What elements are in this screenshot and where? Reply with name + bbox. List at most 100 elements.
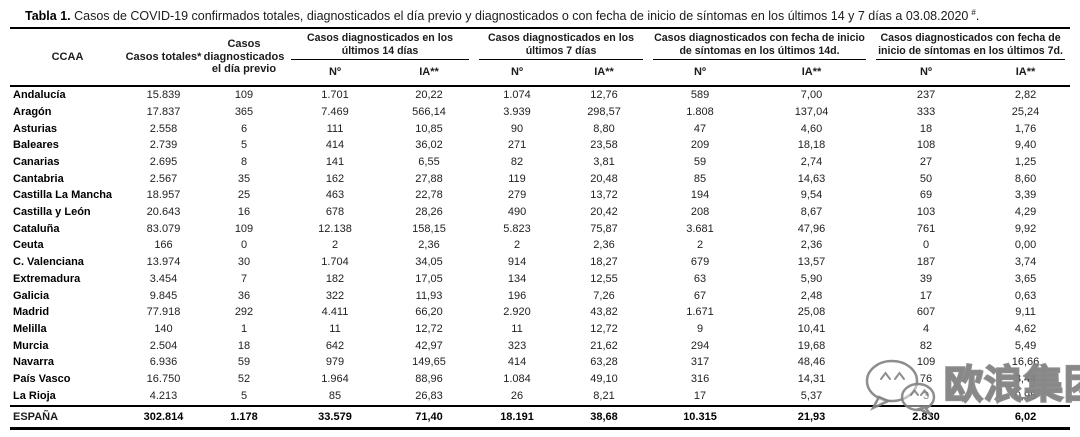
cell-value: 8: [240, 155, 248, 168]
cell-value: 18: [919, 122, 933, 135]
total-value: 302.814: [143, 410, 184, 423]
region-name: Asturias: [13, 122, 58, 135]
region-name: Ceuta: [13, 239, 44, 252]
cell-value: 67: [693, 289, 707, 302]
cell-value: 111: [326, 122, 344, 135]
cell-value: 8,67: [800, 206, 823, 219]
region-name: Canarias: [13, 155, 60, 168]
total-value: 33.579: [318, 410, 352, 423]
cell-value: 19,68: [797, 339, 826, 352]
subheader-n-7d: Nº: [511, 66, 523, 79]
cell-value: 5: [240, 139, 248, 152]
cell-value: 3: [922, 389, 930, 402]
cell-value: 2,36: [800, 239, 823, 252]
cell-value: 2: [331, 239, 339, 252]
cell-value: 12,72: [415, 323, 443, 335]
cell-value: 6.936: [149, 356, 178, 369]
subheader-n-14d: Nº: [329, 66, 341, 79]
cell-value: 109: [916, 356, 936, 369]
cell-value: 11,93: [415, 289, 443, 302]
cell-value: 16,66: [1011, 356, 1040, 369]
cell-value: 27,88: [415, 172, 443, 185]
cell-value: 166: [154, 239, 173, 252]
covid-cases-table: CCAA Casos totales* Casos diagnosticados…: [10, 27, 1071, 429]
header-dia-previo: Casos diagnosticados el día previo: [203, 38, 285, 76]
cell-value: 75,87: [590, 222, 618, 235]
total-value: 21,93: [797, 410, 826, 423]
cell-value: 36,02: [415, 139, 443, 152]
cell-value: 14,63: [797, 172, 826, 185]
region-name: C. Valenciana: [13, 256, 84, 269]
cell-value: 4,62: [1014, 323, 1037, 335]
cell-value: 140: [154, 323, 173, 335]
cell-value: 4: [922, 323, 930, 335]
cell-value: 82: [510, 155, 524, 168]
table-row: La Rioja 4.213 5 85 26,83 26 8,21 17 5,3…: [10, 388, 1070, 406]
cell-value: 13.974: [146, 256, 181, 269]
cell-value: 9,40: [1014, 139, 1037, 152]
table-row: Aragón 17.837 365 7.469 566,14 3.939 298…: [10, 104, 1070, 121]
cell-value: 9.845: [149, 289, 178, 302]
cell-value: 4.411: [321, 306, 349, 319]
cell-value: 109: [234, 222, 254, 235]
cell-value: 119: [508, 172, 526, 185]
cell-value: 63,28: [590, 356, 618, 369]
cell-value: 490: [507, 206, 527, 219]
cell-value: 17: [919, 289, 933, 302]
cell-value: 7,00: [800, 89, 823, 102]
cell-value: 13,72: [590, 189, 618, 202]
total-value: 71,40: [415, 410, 443, 423]
cell-value: 21,62: [590, 339, 618, 352]
cell-value: 17,05: [415, 272, 443, 285]
cell-value: 26,83: [415, 389, 443, 402]
cell-value: 3,74: [1014, 256, 1037, 269]
cell-value: 3.454: [149, 272, 178, 285]
table-row: C. Valenciana 13.974 30 1.704 34,05 914 …: [10, 254, 1070, 271]
cell-value: 47,96: [797, 222, 826, 235]
cell-value: 4.213: [149, 389, 178, 402]
cell-value: 14,31: [797, 373, 826, 386]
table-row: Madrid 77.918 292 4.411 66,20 2.920 43,8…: [10, 304, 1070, 321]
cell-value: 69: [919, 189, 933, 202]
table-body: Andalucía 15.839 109 1.701 20,22 1.074 1…: [10, 86, 1070, 405]
cell-value: 17.837: [146, 105, 181, 118]
cell-value: 365: [234, 105, 254, 118]
table-row: Melilla 140 1 11 12,72 11 12,72 9 10,41 …: [10, 321, 1070, 338]
cell-value: 9,11: [1015, 306, 1036, 319]
cell-value: 2.695: [149, 155, 178, 168]
total-value: 18.191: [500, 410, 534, 423]
cell-value: 10,41: [797, 323, 826, 335]
table-header: CCAA Casos totales* Casos diagnosticados…: [10, 28, 1071, 87]
cell-value: 589: [690, 89, 710, 102]
cell-value: 13,57: [797, 256, 826, 269]
cell-value: 88,96: [415, 373, 443, 386]
cell-value: 3,44: [1014, 373, 1037, 386]
table-row: Baleares 2.739 5 414 36,02 271 23,58 209…: [10, 137, 1070, 154]
cell-value: 18,18: [797, 139, 826, 152]
cell-value: 2: [696, 239, 704, 252]
total-value: 1.178: [230, 410, 258, 423]
cell-value: 196: [507, 289, 527, 302]
region-name: Murcia: [13, 339, 49, 352]
cell-value: 208: [690, 206, 710, 219]
cell-value: 158,15: [412, 222, 446, 235]
cell-value: 77.918: [146, 306, 181, 319]
cell-value: 149,65: [412, 356, 446, 369]
table-row: Galicia 9.845 36 322 11,93 196 7,26 67 2…: [10, 288, 1070, 305]
cell-value: 20,22: [415, 89, 443, 102]
table-title-text: Casos de COVID-19 confirmados totales, d…: [74, 9, 969, 24]
cell-value: 8,21: [593, 389, 615, 402]
cell-value: 292: [234, 306, 254, 319]
cell-value: 1,76: [1014, 122, 1037, 135]
region-name: Extremadura: [13, 272, 81, 285]
cell-value: 678: [325, 206, 345, 219]
cell-value: 12,55: [590, 272, 618, 285]
cell-value: 298,57: [587, 105, 621, 118]
table-footer: ESPAÑA 302.814 1.178 33.579 71,40 18.191…: [10, 405, 1071, 429]
cell-value: 414: [507, 356, 527, 369]
subheader-ia-sintomas-14d: IA**: [801, 66, 822, 79]
cell-value: 0: [922, 239, 930, 252]
cell-value: 2,82: [1014, 89, 1037, 102]
cell-value: 17: [693, 389, 707, 402]
cell-value: 12,72: [590, 323, 618, 335]
